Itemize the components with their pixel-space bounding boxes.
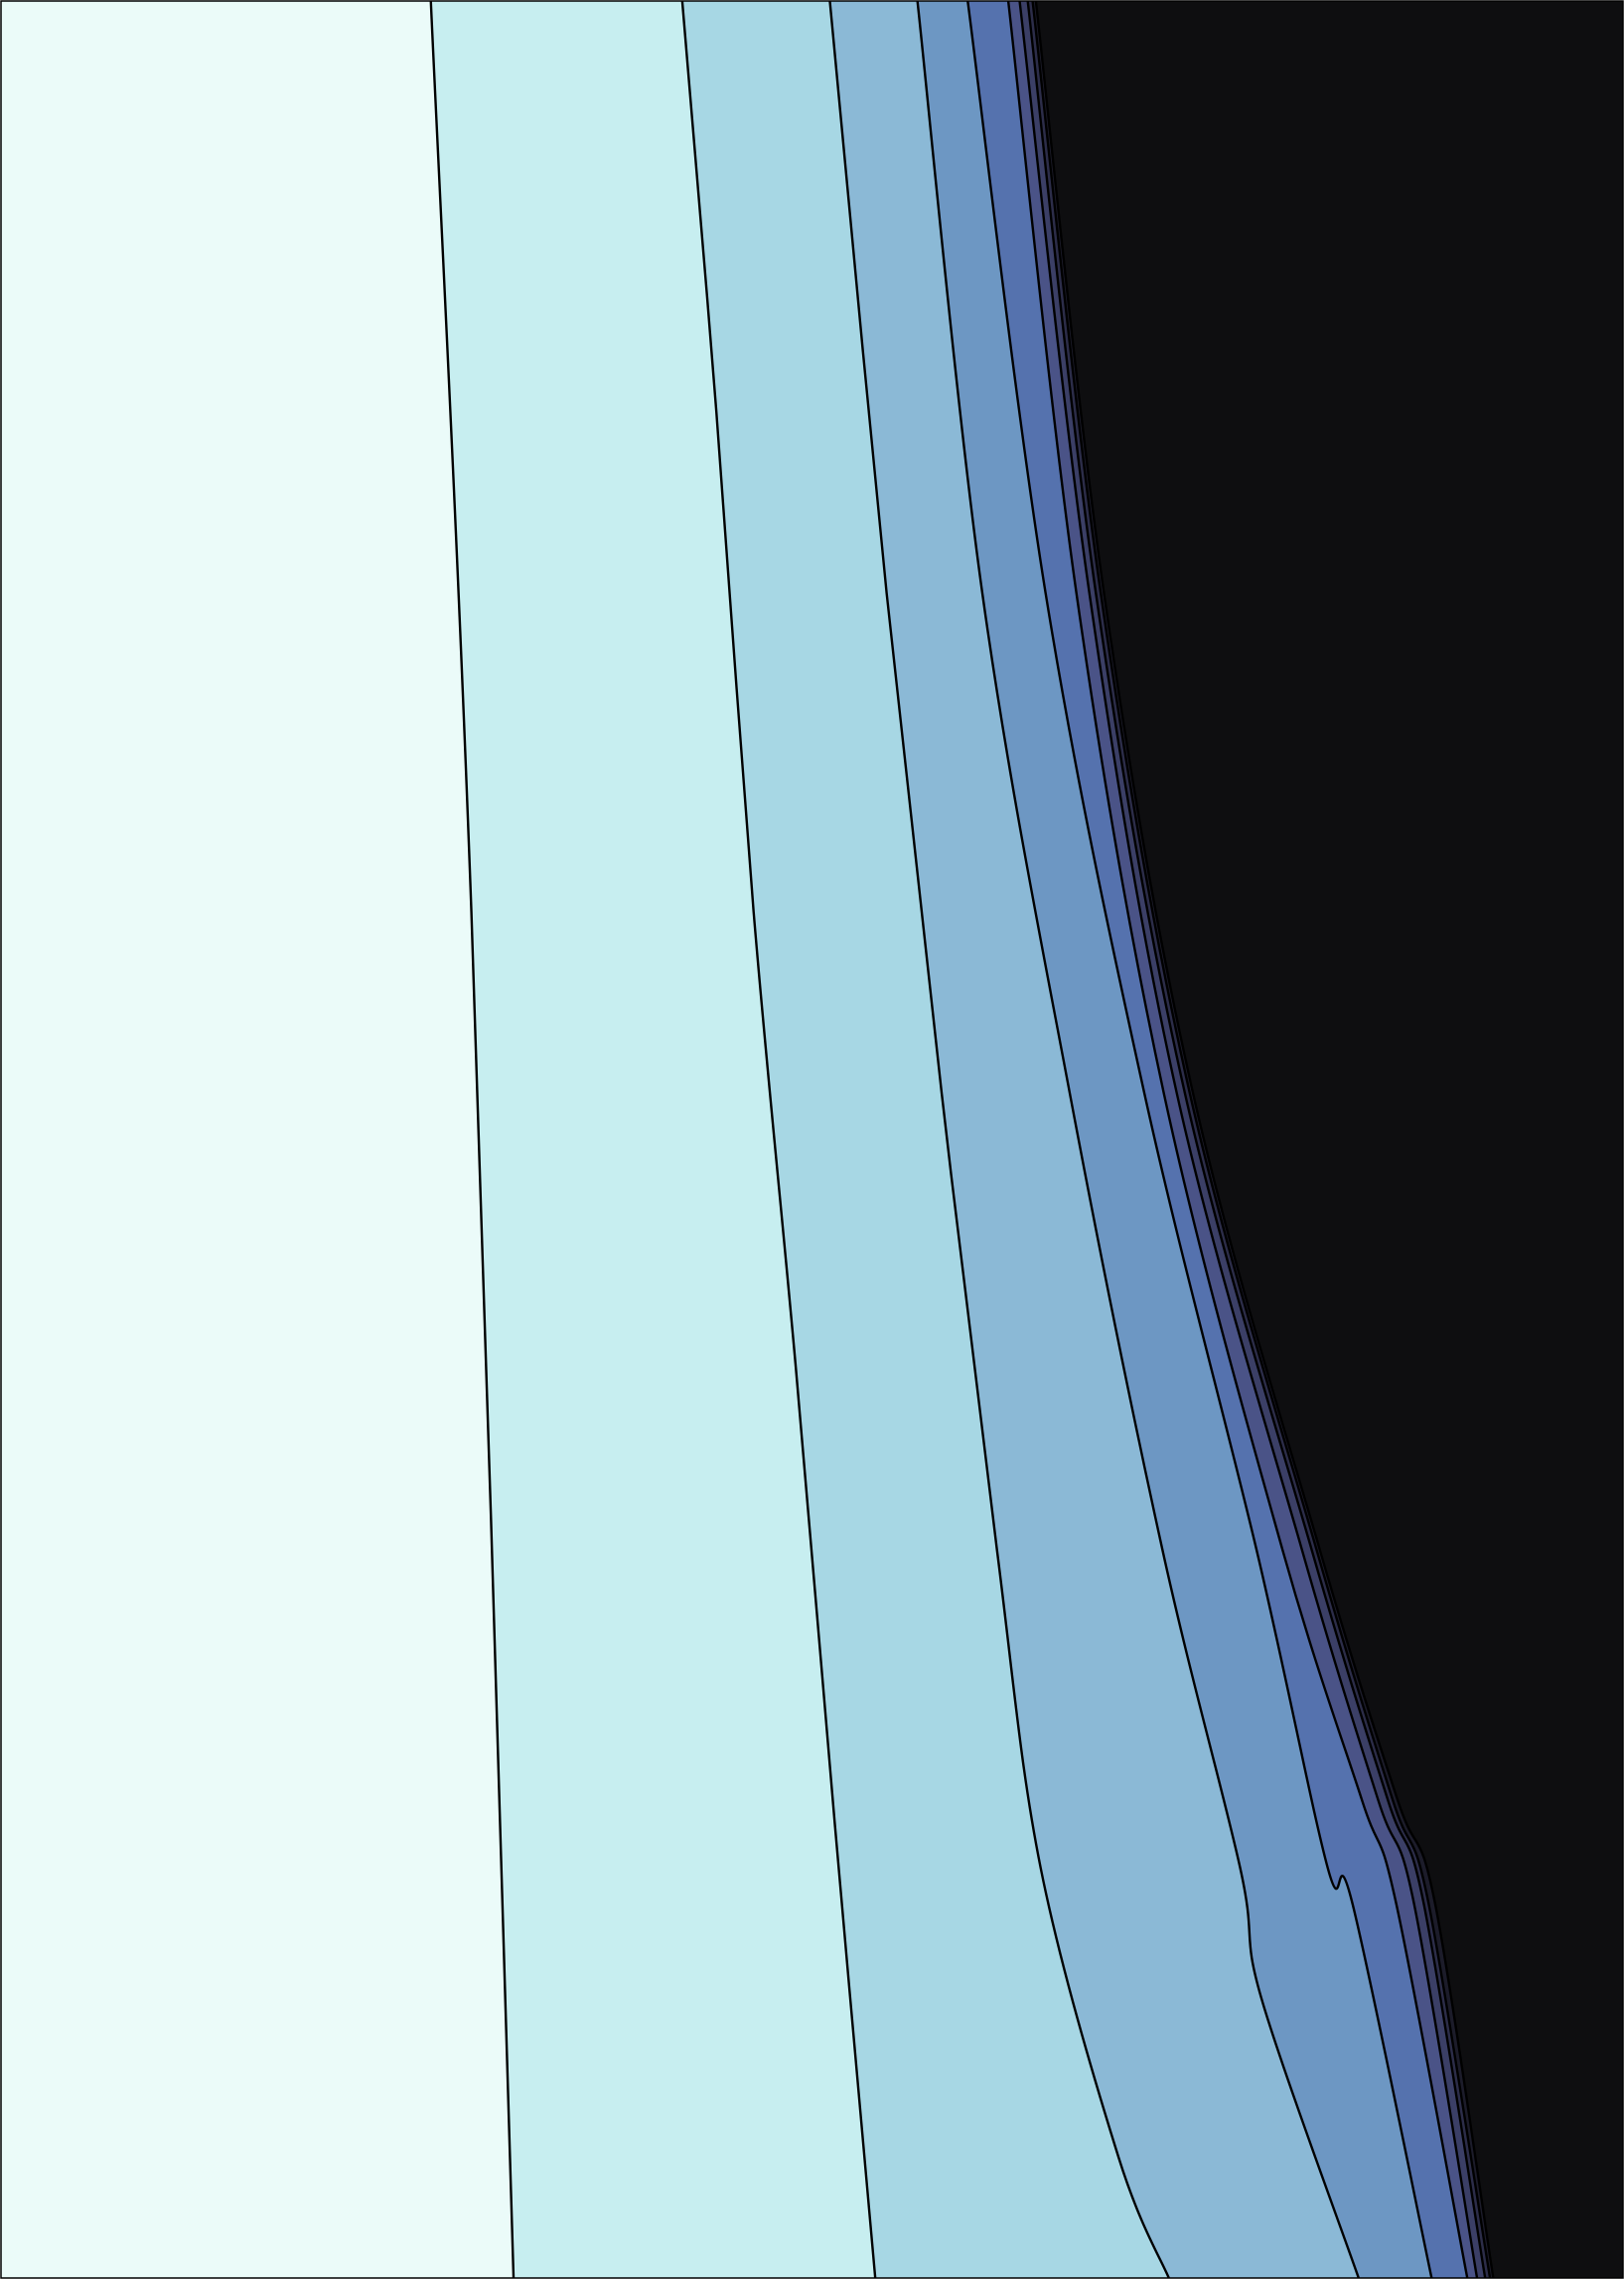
contour-line-5 [966,0,1433,2279]
contour-line-2 [680,0,877,2279]
contour-line-8 [1026,0,1487,2279]
contour-line-7 [1018,0,1479,2279]
contour-lines [429,0,1495,2279]
contour-line-1 [429,0,516,2279]
contour-line-6 [1006,0,1469,2279]
contour-band-11 [1035,1,1623,2278]
contour-line-9 [1031,0,1492,2279]
contour-line-4 [916,0,1360,2279]
contour-line-3 [828,0,1170,2279]
contour-line-10 [1034,0,1495,2279]
